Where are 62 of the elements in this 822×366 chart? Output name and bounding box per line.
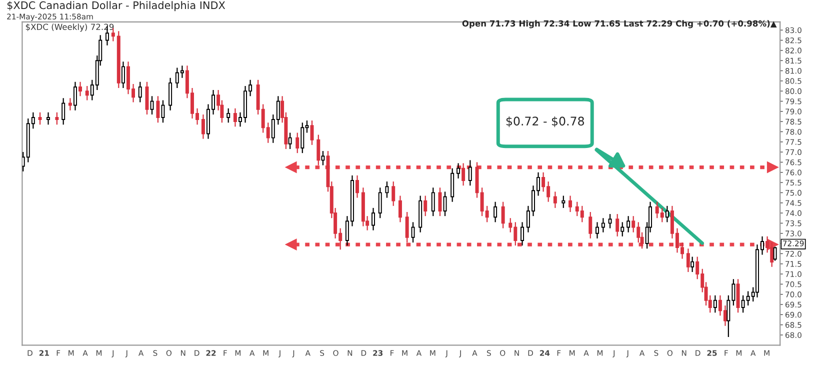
candlestick [713,294,717,314]
candlestick [690,256,694,273]
candlestick [456,162,460,180]
candlestick [568,195,572,213]
candlestick [398,195,402,223]
candlestick [62,98,66,126]
candlestick [468,160,472,186]
candlestick [392,180,396,206]
candlestick [686,248,690,273]
candlestick [385,180,389,198]
candlestick [450,168,454,202]
candlestick [201,114,205,140]
candlestick [78,81,82,97]
candlestick [595,222,599,239]
candlestick [46,112,50,126]
candlestick [562,195,566,208]
annotation: Open 71.73 High 72.34 Low 71.65 Last 72.29 Chg +0.70 (+0.98%)▲ [462,20,777,28]
candlestick [73,81,77,111]
candlestick [55,112,59,126]
candlestick [288,132,292,150]
candlestick [316,134,320,166]
candlestick [138,81,142,103]
candlestick [438,187,442,217]
candlestick [38,112,42,126]
candlestick [588,211,592,239]
candlestick [553,191,557,208]
candlestick [608,213,612,229]
candlestick [85,85,89,101]
candlestick [626,216,630,233]
candlestick [161,100,165,124]
candlestick [68,98,72,111]
chart-title: $XDC Canadian Dollar - Philadelphia INDX [7,1,226,12]
candlestick [431,187,435,217]
candlestick [501,201,505,229]
candlestick [378,187,382,219]
candlestick [121,61,125,89]
candlestick [773,246,777,262]
candlestick [424,195,428,217]
candlestick [601,218,605,233]
candlestick [616,213,620,237]
annotation: $XDC (Weekly) 72.29 [26,24,114,32]
candlestick [372,207,375,231]
candlestick [665,205,669,223]
candlestick [321,150,325,166]
candlestick [296,132,300,154]
candlestick [150,96,154,115]
candlestick [462,162,466,186]
candlestick [300,122,304,154]
candlestick [520,222,524,246]
candlestick [411,222,415,244]
candlestick [233,108,237,128]
candlestick [356,174,359,198]
candlestick [168,77,172,111]
candlestick [494,201,498,223]
annotation: $0.72 - $0.78 [506,116,584,128]
candlestick [405,211,409,244]
candlestick [620,222,624,237]
candlestick [145,81,149,115]
candlestick [736,278,740,314]
candlestick [156,96,160,124]
candlestick [443,191,447,217]
candlestick [226,108,230,124]
